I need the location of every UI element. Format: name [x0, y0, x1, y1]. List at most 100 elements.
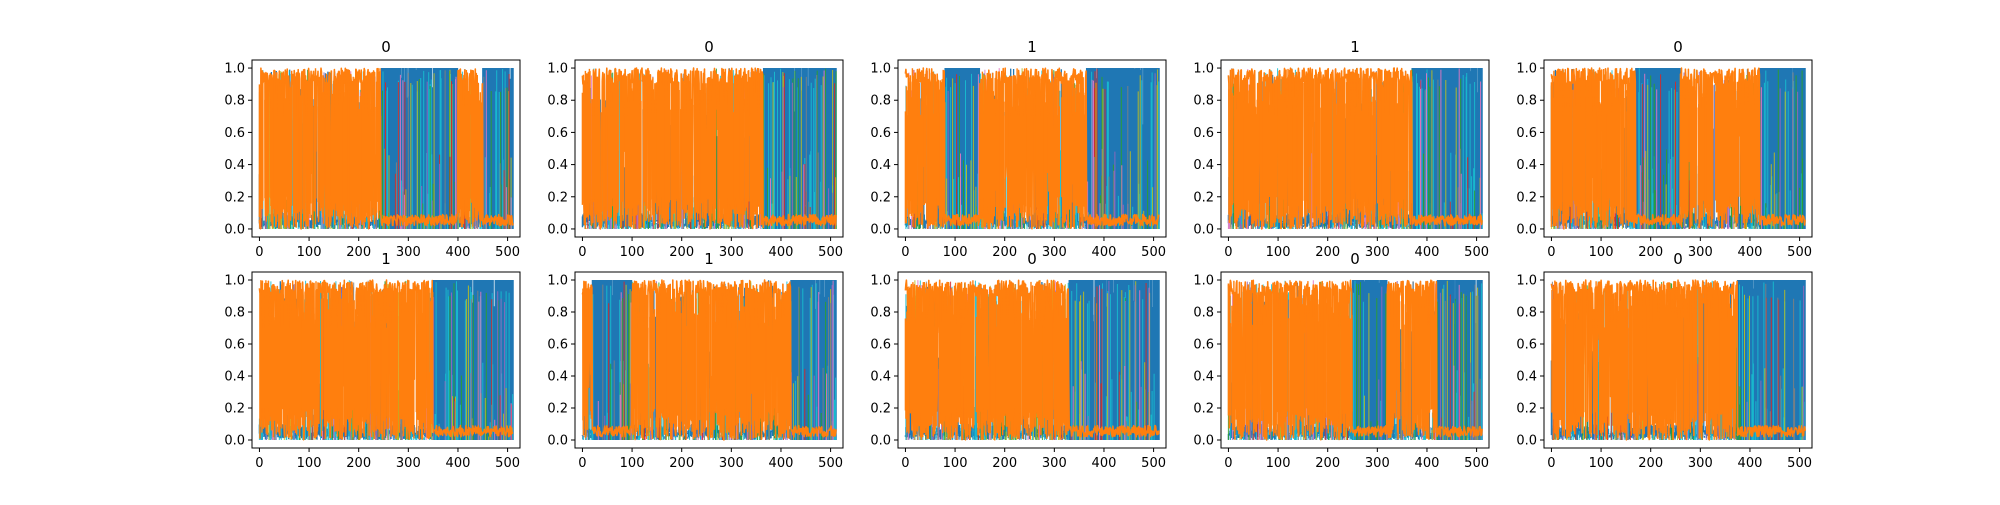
- x-tick-label: 400: [1092, 456, 1117, 471]
- x-tick-label: 300: [396, 456, 421, 471]
- x-tick-label: 500: [818, 245, 843, 260]
- y-tick-label: 0.2: [870, 190, 891, 205]
- x-tick-label: 0: [901, 456, 909, 471]
- y-tick-label: 0.4: [870, 158, 891, 173]
- series-orange: [904, 67, 1160, 230]
- y-tick-label: 1.0: [870, 274, 891, 289]
- y-tick-label: 1.0: [547, 274, 568, 289]
- x-tick-label: 400: [446, 456, 471, 471]
- y-tick-label: 1.0: [1516, 62, 1537, 77]
- x-tick-label: 400: [1738, 456, 1763, 471]
- x-tick-label: 0: [901, 245, 909, 260]
- y-tick-label: 0.6: [1516, 126, 1537, 141]
- x-tick-label: 100: [943, 456, 968, 471]
- subplot-9: 0 100 200 300 400 500 0.0 0.2 0.4 0.6 0.8 1.0 0: [1193, 250, 1490, 471]
- y-tick-label: 0.4: [547, 158, 568, 173]
- x-tick-label: 100: [1589, 456, 1614, 471]
- x-tick-label: 300: [1042, 456, 1067, 471]
- subplot-title: 0: [1027, 250, 1037, 268]
- y-tick-label: 1.0: [547, 62, 568, 77]
- y-tick-label: 0.4: [1193, 158, 1214, 173]
- y-tick-label: 0.6: [224, 338, 245, 353]
- y-tick-label: 0.4: [1193, 370, 1214, 385]
- x-tick-label: 100: [943, 245, 968, 260]
- x-tick-label: 0: [1547, 245, 1555, 260]
- series-orange: [1550, 67, 1806, 230]
- subplot-title: 0: [1673, 250, 1683, 268]
- y-tick-label: 0.2: [224, 190, 245, 205]
- series-orange: [258, 67, 514, 230]
- y-tick-label: 0.0: [224, 434, 245, 449]
- y-tick-label: 0.0: [1193, 222, 1214, 237]
- y-tick-label: 0.6: [1193, 126, 1214, 141]
- x-tick-label: 400: [1415, 456, 1440, 471]
- x-tick-label: 400: [446, 245, 471, 260]
- series-orange-dense: [904, 280, 1069, 440]
- series-orange-dense: [1550, 68, 1761, 229]
- x-tick-label: 200: [669, 245, 694, 260]
- subplot-title: 1: [1350, 38, 1360, 56]
- y-tick-label: 0.8: [224, 306, 245, 321]
- y-tick-label: 0.0: [224, 222, 245, 237]
- x-tick-label: 0: [578, 245, 586, 260]
- x-tick-label: 300: [1042, 245, 1067, 260]
- y-tick-label: 0.8: [547, 94, 568, 109]
- axes-frame: [574, 59, 844, 238]
- y-tick-label: 0.0: [547, 222, 568, 237]
- x-tick-label: 300: [396, 245, 421, 260]
- axes-frame: [1220, 59, 1490, 238]
- y-tick-label: 0.0: [1516, 222, 1537, 237]
- y-tick-label: 0.8: [1516, 94, 1537, 109]
- x-tick-label: 0: [255, 456, 263, 471]
- series-orange-dense: [1228, 68, 1412, 229]
- plot-area: [581, 67, 837, 230]
- plot-area: [258, 279, 514, 441]
- x-tick-label: 500: [495, 456, 520, 471]
- y-tick-label: 0.8: [547, 306, 568, 321]
- x-tick-label: 200: [346, 456, 371, 471]
- x-tick-label: 500: [1787, 456, 1812, 471]
- subplot-6: 0 100 200 300 400 500 0.0 0.2 0.4 0.6 0.8 1.0 1: [224, 250, 521, 471]
- x-tick-label: 300: [719, 245, 744, 260]
- y-tick-label: 0.4: [1516, 158, 1537, 173]
- y-tick-label: 0.2: [547, 190, 568, 205]
- y-tick-label: 0.4: [1516, 370, 1537, 385]
- y-tick-label: 0.6: [547, 338, 568, 353]
- y-tick-label: 0.4: [224, 370, 245, 385]
- x-tick-label: 0: [255, 245, 263, 260]
- subplot-title: 0: [1350, 250, 1360, 268]
- y-tick-label: 0.0: [870, 222, 891, 237]
- x-tick-label: 200: [346, 245, 371, 260]
- y-tick-label: 0.0: [1193, 434, 1214, 449]
- y-tick-label: 0.2: [1516, 402, 1537, 417]
- x-tick-label: 200: [992, 456, 1017, 471]
- x-tick-label: 500: [1464, 245, 1489, 260]
- x-tick-label: 200: [669, 456, 694, 471]
- subplot-title: 1: [704, 250, 714, 268]
- subplot-2: 0 100 200 300 400 500 0.0 0.2 0.4 0.6 0.8 1.0 0: [547, 38, 844, 260]
- series-orange: [258, 279, 514, 441]
- subplot-5: 0 100 200 300 400 500 0.0 0.2 0.4 0.6 0.8 1.0 0: [1516, 38, 1813, 260]
- subplot-title: 0: [381, 38, 391, 56]
- y-tick-label: 0.0: [870, 434, 891, 449]
- subplot-title: 1: [1027, 38, 1037, 56]
- subplot-10: 0 100 200 300 400 500 0.0 0.2 0.4 0.6 0.8 1.0 0: [1516, 250, 1813, 471]
- y-tick-label: 0.0: [1516, 434, 1537, 449]
- x-tick-label: 200: [1638, 245, 1663, 260]
- axes-frame: [1543, 271, 1813, 449]
- axes-frame: [251, 59, 521, 238]
- x-tick-label: 200: [1315, 456, 1340, 471]
- x-tick-label: 100: [620, 245, 645, 260]
- axes-frame: [251, 271, 521, 449]
- x-tick-label: 400: [769, 245, 794, 260]
- x-tick-label: 300: [1365, 245, 1390, 260]
- y-tick-label: 0.6: [1516, 338, 1537, 353]
- plot-area: [581, 279, 837, 441]
- y-tick-label: 0.8: [1193, 306, 1214, 321]
- plot-area: [1550, 67, 1806, 230]
- y-tick-label: 0.2: [1516, 190, 1537, 205]
- series-orange: [581, 279, 837, 441]
- x-tick-label: 500: [1141, 456, 1166, 471]
- x-tick-label: 0: [1224, 456, 1232, 471]
